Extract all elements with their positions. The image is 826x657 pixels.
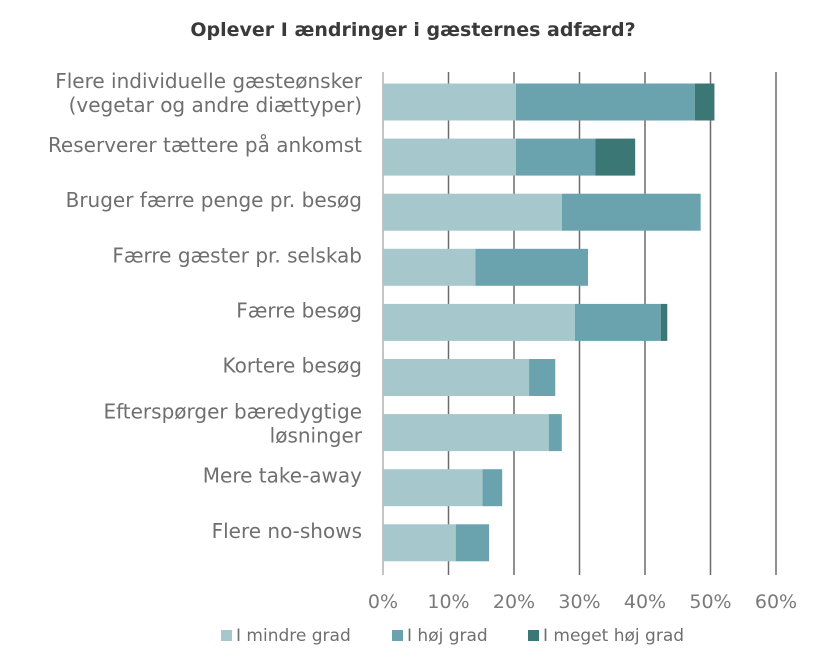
- bar-segment: [529, 359, 556, 396]
- bar-segment: [383, 193, 562, 231]
- category-label: (vegetar og andre diættyper): [69, 93, 362, 117]
- legend-swatch: [528, 630, 539, 641]
- bar-segment: [482, 469, 503, 507]
- category-label: Kortere besøg: [222, 354, 362, 378]
- legend-swatch: [392, 630, 403, 641]
- bar-segment: [574, 303, 661, 341]
- x-tick-label: 40%: [624, 591, 666, 613]
- category-label: Reserverer tættere på ankomst: [48, 133, 362, 157]
- bar-segment: [383, 359, 530, 396]
- bar-segment: [383, 469, 483, 507]
- bar-segment: [561, 193, 701, 231]
- bar-segment: [383, 138, 516, 176]
- x-axis-tick-labels: 0% 10% 20% 30% 40% 50% 60%: [368, 591, 797, 613]
- category-label: løsninger: [270, 424, 363, 448]
- bars: [383, 83, 715, 562]
- legend: I mindre grad I høj grad I meget høj grad: [221, 626, 684, 646]
- chart-title: Oplever I ændringer i gæsternes adfærd?: [190, 19, 635, 41]
- legend-label: I meget høj grad: [543, 626, 684, 646]
- bar-segment: [383, 83, 516, 121]
- bar-segment: [694, 83, 715, 121]
- bar-segment: [383, 303, 575, 341]
- x-tick-label: 60%: [755, 591, 797, 613]
- x-tick-label: 50%: [689, 591, 731, 613]
- legend-label: I mindre grad: [236, 626, 351, 646]
- bar-segment: [515, 138, 596, 176]
- category-label: Flere no-shows: [212, 519, 362, 543]
- bar-segment: [548, 414, 562, 452]
- legend-swatch: [221, 630, 232, 641]
- category-label: Flere individuelle gæsteønsker: [55, 69, 363, 93]
- category-labels: Flere individuelle gæsteønsker(vegetar o…: [48, 69, 363, 543]
- bar-segment: [383, 248, 476, 286]
- legend-label: I høj grad: [407, 626, 488, 646]
- category-label: Færre besøg: [236, 298, 362, 322]
- category-label: Mere take-away: [203, 464, 362, 488]
- bar-segment: [595, 138, 636, 176]
- category-label: Færre gæster pr. selskab: [112, 243, 362, 267]
- category-label: Efterspørger bæredygtige: [103, 400, 362, 424]
- bar-segment: [660, 303, 668, 341]
- x-tick-label: 30%: [558, 591, 600, 613]
- bar-segment: [455, 524, 490, 562]
- x-tick-label: 20%: [493, 591, 535, 613]
- x-tick-label: 10%: [427, 591, 469, 613]
- bar-segment: [515, 83, 695, 121]
- bar-segment: [475, 248, 589, 286]
- x-tick-label: 0%: [368, 591, 398, 613]
- bar-segment: [383, 414, 549, 452]
- category-label: Bruger færre penge pr. besøg: [66, 188, 362, 212]
- bar-segment: [383, 524, 456, 562]
